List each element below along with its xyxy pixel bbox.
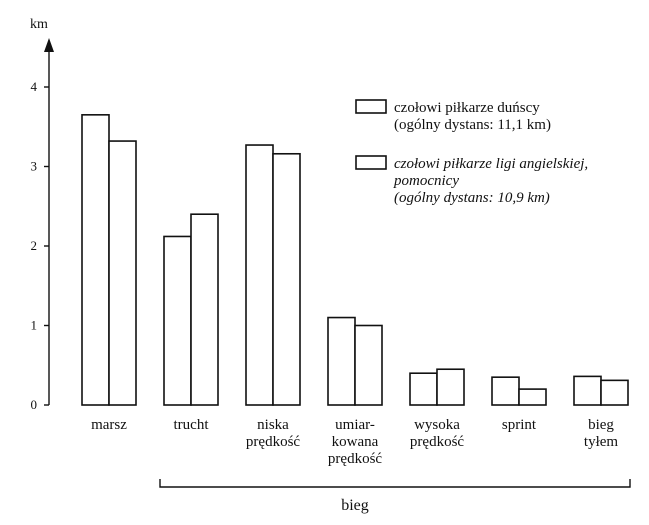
y-tick-label: 3 xyxy=(31,159,38,174)
bar-series1 xyxy=(573,375,602,406)
legend-entry-line: (ogólny dystans: 11,1 km) xyxy=(394,117,551,133)
category-label-line: prędkość xyxy=(246,434,300,450)
bar-series2 xyxy=(108,140,137,406)
category-label: marsz xyxy=(91,417,127,433)
category-label: trucht xyxy=(174,417,210,433)
bar-series2 xyxy=(436,368,465,406)
bars xyxy=(81,114,629,406)
group-label: bieg xyxy=(341,497,369,514)
legend-swatch-series2 xyxy=(355,155,387,170)
category-label-line: marsz xyxy=(91,417,127,433)
bar-series1 xyxy=(245,144,274,406)
category-label-line: bieg xyxy=(588,417,614,433)
legend-entry-line: (ogólny dystans: 10,9 km) xyxy=(394,190,550,206)
legend-entry: czołowi piłkarze duńscy (ogólny dystans: … xyxy=(394,100,551,133)
y-tick-label: 2 xyxy=(31,238,38,253)
legend: czołowi piłkarze duńscy (ogólny dystans: … xyxy=(355,99,588,206)
legend-swatch-series1 xyxy=(355,99,387,114)
legend-entry-line: pomocnicy xyxy=(393,173,459,189)
bar-series1 xyxy=(491,376,520,406)
bar-series2 xyxy=(272,152,301,406)
axes: km 0 1 2 3 4 xyxy=(30,17,54,412)
y-axis-unit: km xyxy=(30,17,48,32)
category-label: sprint xyxy=(502,417,537,433)
y-tick-label: 0 xyxy=(31,397,38,412)
y-tick-label: 1 xyxy=(31,318,38,333)
category-label: wysoka prędkość xyxy=(410,417,464,450)
category-label-line: prędkość xyxy=(410,434,464,450)
bar-series1 xyxy=(81,114,110,406)
legend-entry-line: czołowi piłkarze duńscy xyxy=(394,100,540,116)
bar-series2 xyxy=(518,388,547,406)
y-tick-label: 4 xyxy=(31,79,38,94)
category-label-line: prędkość xyxy=(328,451,382,467)
y-axis-arrow-icon xyxy=(44,38,54,52)
legend-entry-line: czołowi piłkarze ligi angielskiej, xyxy=(394,156,588,172)
bar-series1 xyxy=(327,316,356,406)
category-label: niska prędkość xyxy=(246,417,300,450)
category-label-line: kowana xyxy=(332,434,379,450)
category-label-line: wysoka xyxy=(414,417,460,433)
legend-entry: czołowi piłkarze ligi angielskiej, pomocn… xyxy=(393,156,588,206)
bar-series1 xyxy=(409,372,438,406)
category-label-line: tyłem xyxy=(584,434,618,450)
category-label-line: trucht xyxy=(174,417,210,433)
category-label: umiar-kowana prędkość xyxy=(328,417,382,467)
group-bracket: bieg xyxy=(159,479,631,514)
category-label-line: niska xyxy=(257,417,289,433)
category-label-line: sprint xyxy=(502,417,537,433)
bar-series2 xyxy=(600,379,629,406)
category-label: bieg tyłem xyxy=(584,417,618,450)
group-bracket-line xyxy=(159,479,631,488)
bar-series1 xyxy=(163,235,192,406)
category-label-line: umiar- xyxy=(335,417,375,433)
bar-series2 xyxy=(354,324,383,406)
bar-series2 xyxy=(190,213,219,406)
